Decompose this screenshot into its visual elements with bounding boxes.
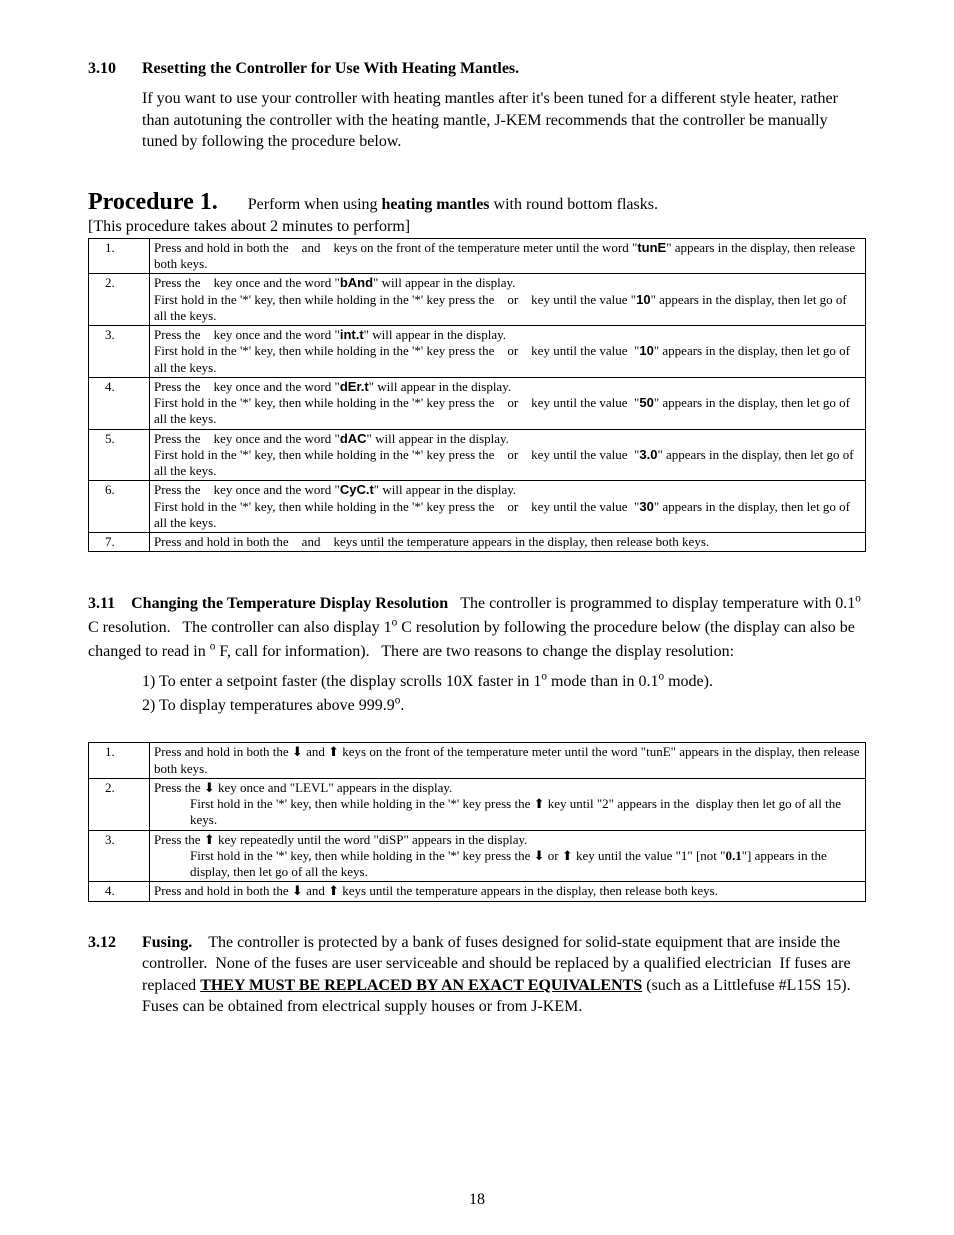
step-number: 3. <box>89 830 150 882</box>
table-row: 5.Press the key once and the word "dAC" … <box>89 429 866 481</box>
step-text: Press and hold in both the ⬇ and ⬆ keys … <box>150 882 866 901</box>
step-number: 4. <box>89 882 150 901</box>
step-text: Press the key once and the word "dAC" wi… <box>150 429 866 481</box>
table-row: 4.Press and hold in both the ⬇ and ⬆ key… <box>89 882 866 901</box>
section-number: 3.10 <box>88 60 142 78</box>
section-3-12-body: Fusing. The controller is protected by a… <box>142 932 866 1018</box>
table-row: 2.Press the ⬇ key once and "LEVL" appear… <box>89 778 866 830</box>
step-number: 3. <box>89 326 150 378</box>
page: 3.10 Resetting the Controller for Use Wi… <box>0 0 954 1235</box>
procedure-1-heading: Procedure 1. Perform when using heating … <box>88 189 866 216</box>
step-text: Press and hold in both the ⬇ and ⬆ keys … <box>150 743 866 779</box>
table-row: 7.Press and hold in both the and keys un… <box>89 533 866 552</box>
table-row: 3.Press the key once and the word "int.t… <box>89 326 866 378</box>
step-text: Press the ⬇ key once and "LEVL" appears … <box>150 778 866 830</box>
section-3-10-body: If you want to use your controller with … <box>142 88 866 153</box>
section-3-12: 3.12 Fusing. The controller is protected… <box>88 932 866 1018</box>
section-number: 3.12 <box>88 932 142 1018</box>
step-text: Press and hold in both the and keys on t… <box>150 238 866 274</box>
page-number: 18 <box>0 1191 954 1209</box>
table-row: 3.Press the ⬆ key repeatedly until the w… <box>89 830 866 882</box>
table-row: 2.Press the key once and the word "bAnd"… <box>89 274 866 326</box>
table-row: 4.Press the key once and the word "dEr.t… <box>89 377 866 429</box>
step-number: 2. <box>89 778 150 830</box>
step-number: 5. <box>89 429 150 481</box>
procedure-subtitle: Perform when using heating mantles with … <box>248 196 658 213</box>
step-number: 1. <box>89 743 150 779</box>
table-row: 6.Press the key once and the word "CyC.t… <box>89 481 866 533</box>
step-text: Press and hold in both the and keys unti… <box>150 533 866 552</box>
step-text: Press the ⬆ key repeatedly until the wor… <box>150 830 866 882</box>
step-number: 7. <box>89 533 150 552</box>
step-number: 6. <box>89 481 150 533</box>
step-number: 1. <box>89 238 150 274</box>
step-text: Press the key once and the word "bAnd" w… <box>150 274 866 326</box>
step-number: 2. <box>89 274 150 326</box>
table-row: 1.Press and hold in both the and keys on… <box>89 238 866 274</box>
section-3-11-table: 1.Press and hold in both the ⬇ and ⬆ key… <box>88 742 866 901</box>
table-row: 1.Press and hold in both the ⬇ and ⬆ key… <box>89 743 866 779</box>
section-title: Changing the Temperature Display Resolut… <box>131 595 448 612</box>
step-number: 4. <box>89 377 150 429</box>
step-text: Press the key once and the word "dEr.t" … <box>150 377 866 429</box>
section-3-11: 3.11 Changing the Temperature Display Re… <box>88 592 866 664</box>
section-3-11-reasons: 1) To enter a setpoint faster (the displ… <box>142 670 866 718</box>
section-title: Resetting the Controller for Use With He… <box>142 60 519 78</box>
reason-1: 1) To enter a setpoint faster (the displ… <box>142 670 866 694</box>
section-3-10-heading: 3.10 Resetting the Controller for Use Wi… <box>88 60 866 78</box>
section-number: 3.11 <box>88 595 115 612</box>
reason-2: 2) To display temperatures above 999.9o. <box>142 694 866 718</box>
step-text: Press the key once and the word "int.t" … <box>150 326 866 378</box>
procedure-title: Procedure 1. <box>88 189 218 215</box>
procedure-note: [This procedure takes about 2 minutes to… <box>88 218 866 236</box>
step-text: Press the key once and the word "CyC.t" … <box>150 481 866 533</box>
procedure-1-table: 1.Press and hold in both the and keys on… <box>88 238 866 553</box>
